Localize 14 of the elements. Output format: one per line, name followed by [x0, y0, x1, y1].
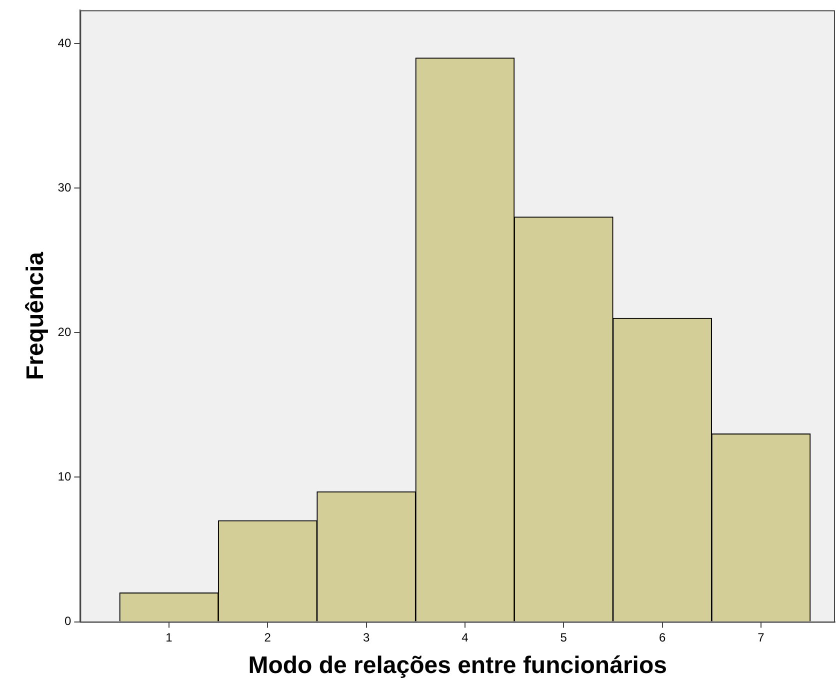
y-tick-label: 30 [58, 180, 72, 194]
x-tick-label: 2 [264, 630, 272, 644]
x-tick-label: 5 [560, 630, 568, 644]
x-tick-label: 6 [658, 630, 666, 644]
y-tick-label: 20 [58, 324, 72, 339]
y-tick-label: 40 [58, 36, 72, 50]
y-axis-title: Frequência [22, 251, 50, 380]
x-tick-label: 3 [362, 630, 370, 644]
y-tick-label: 0 [64, 614, 72, 628]
y-tick-label: 10 [58, 470, 72, 484]
x-tick-label: 4 [462, 630, 469, 644]
x-tick-label: 7 [758, 630, 765, 644]
x-tick-label: 1 [166, 630, 173, 644]
x-axis-title: Modo de relações entre funcionários [248, 652, 667, 680]
